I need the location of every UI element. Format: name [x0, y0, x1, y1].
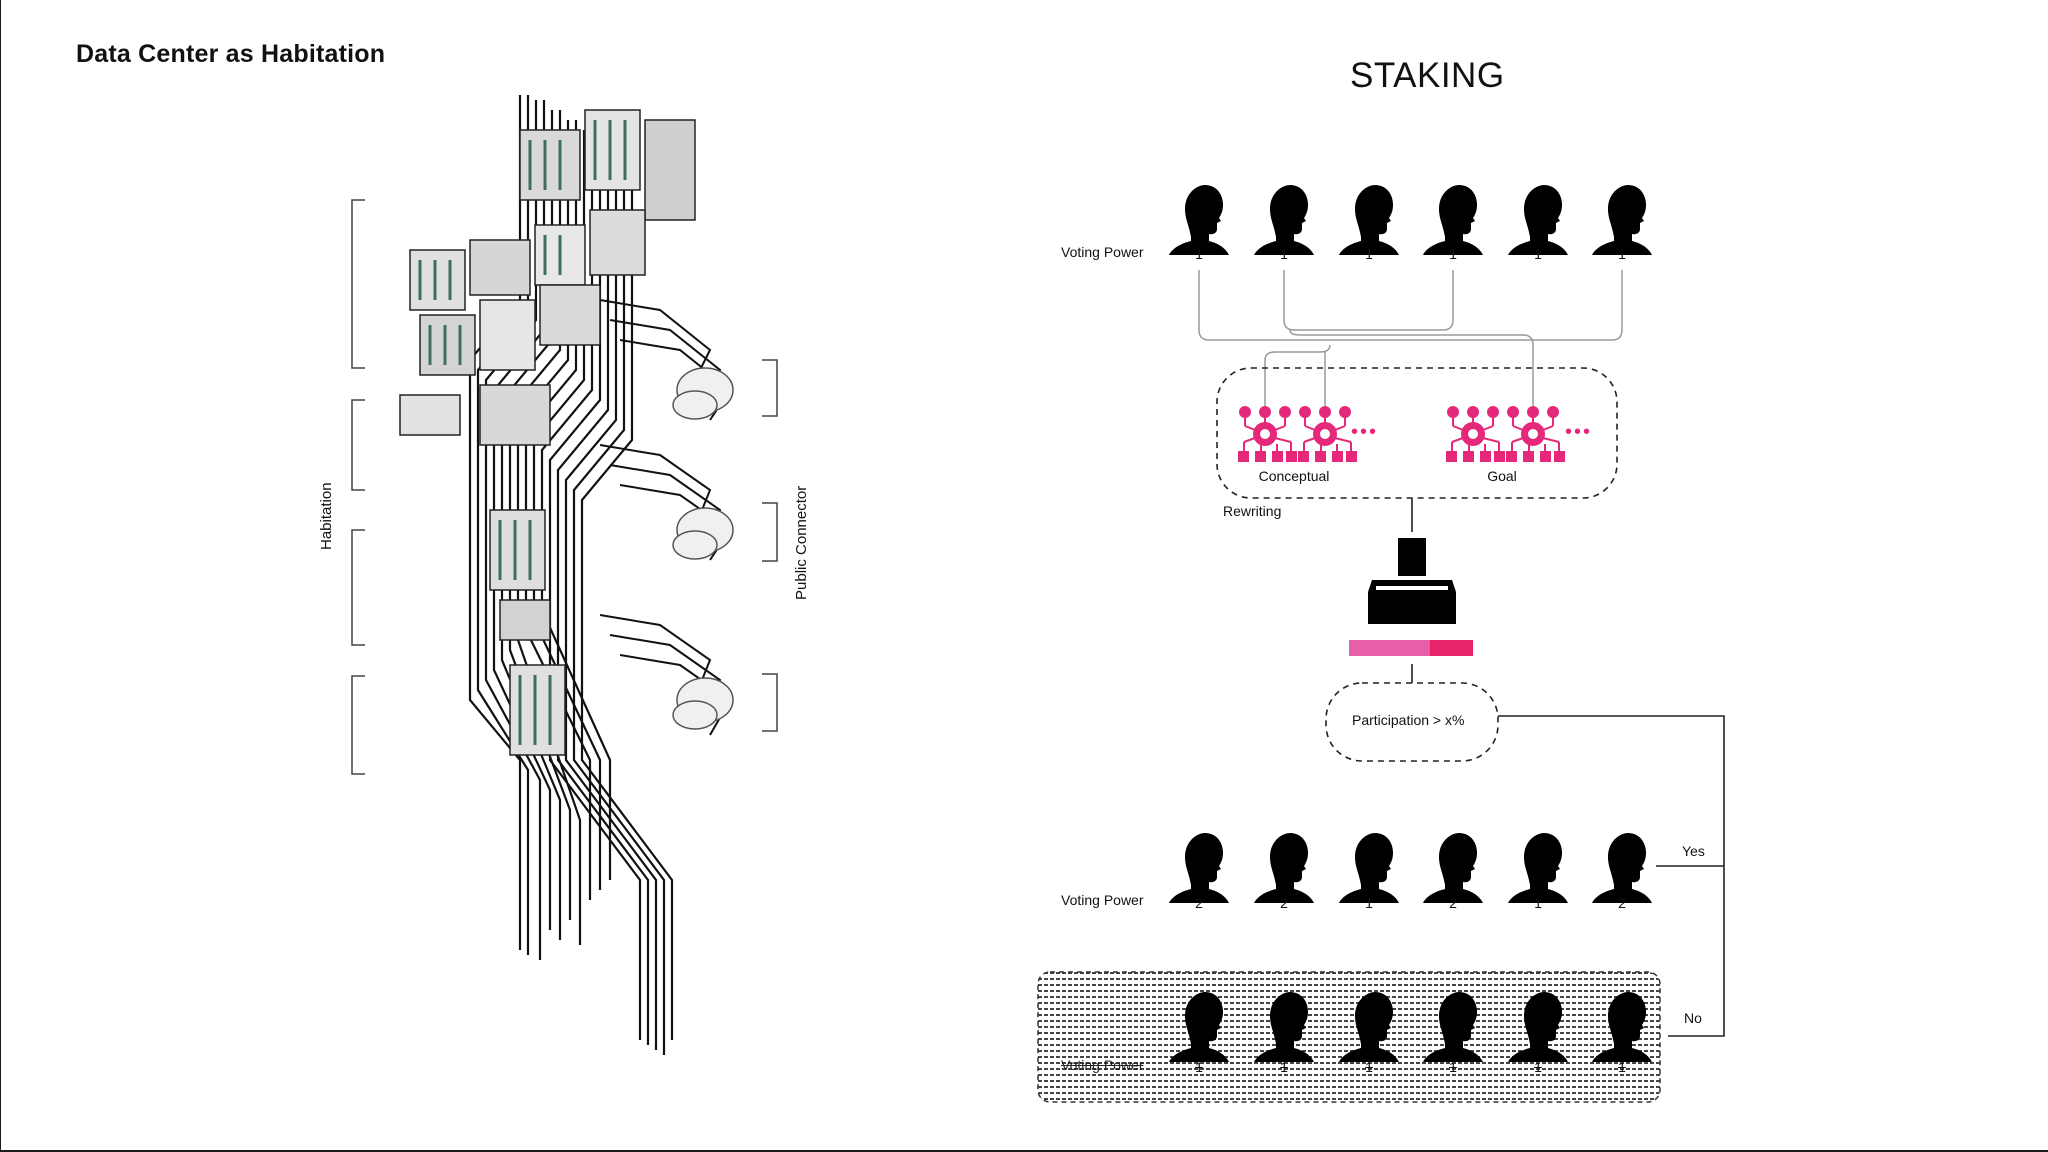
yes-voting-value-3: 1	[1365, 895, 1373, 911]
connector-to-goal	[1289, 329, 1534, 410]
conceptual-agent-icon-1	[1238, 406, 1297, 462]
participation-condition-box	[1325, 682, 1499, 762]
person-icon-top-3	[1339, 185, 1399, 255]
data-center-building-illustration	[351, 95, 778, 1055]
ballot-paper	[1398, 538, 1426, 576]
rejected-row-box	[1037, 971, 1661, 1103]
person-icon-yes-4	[1423, 833, 1483, 903]
ballot-slot	[1376, 586, 1448, 590]
connector-line-outer	[1198, 270, 1623, 341]
person-icon-yes-6	[1592, 833, 1652, 903]
goal-ellipsis: •••	[1565, 421, 1593, 443]
yes-voting-value-5: 1	[1534, 895, 1542, 911]
person-icon-yes-5	[1508, 833, 1568, 903]
person-icon-top-5	[1508, 185, 1568, 255]
no-voting-value-1: 1	[1195, 1059, 1203, 1075]
voting-power-label-yes: Voting Power	[1061, 892, 1144, 908]
rewriting-label: Rewriting	[1223, 503, 1282, 519]
module-green-stripes	[418, 120, 627, 745]
no-voting-value-6: 1	[1618, 1059, 1626, 1075]
yes-voting-value-4: 2	[1449, 895, 1457, 911]
yes-voting-value-1: 2	[1195, 895, 1203, 911]
building-brackets	[351, 199, 778, 775]
no-voting-value-4: 1	[1449, 1059, 1457, 1075]
goal-agent-label: Goal	[1487, 468, 1517, 484]
top-voting-value-2: 1	[1280, 246, 1288, 262]
yes-voting-value-6: 2	[1618, 895, 1626, 911]
participation-bar-filled	[1349, 640, 1430, 656]
top-voting-value-3: 1	[1365, 246, 1373, 262]
top-voting-value-1: 1	[1195, 246, 1203, 262]
ballot-box-icon	[1368, 580, 1456, 624]
person-icon-yes-2	[1254, 833, 1314, 903]
page-title: Data Center as Habitation	[76, 40, 386, 68]
yes-voting-value-2: 2	[1280, 895, 1288, 911]
conceptual-ellipsis: •••	[1351, 421, 1379, 443]
top-voting-value-5: 1	[1534, 246, 1542, 262]
voting-power-label-no: Voting Power	[1061, 1057, 1144, 1073]
no-voting-value-3: 1	[1365, 1059, 1373, 1075]
person-icon-top-4	[1423, 185, 1483, 255]
no-label: No	[1684, 1010, 1702, 1026]
conceptual-agent-label: Conceptual	[1258, 468, 1330, 484]
goal-agent-icon-2	[1506, 406, 1565, 462]
public-connector-pods	[672, 367, 734, 730]
rewriting-agents-box	[1216, 367, 1618, 499]
participation-label: Participation > x%	[1352, 712, 1465, 728]
person-icon-yes-3	[1339, 833, 1399, 903]
no-voting-value-5: 1	[1534, 1059, 1542, 1075]
top-voting-value-4: 1	[1449, 246, 1457, 262]
staking-title: STAKING	[1350, 56, 1505, 95]
participation-bar-remaining	[1429, 640, 1473, 656]
voting-power-label-top: Voting Power	[1061, 244, 1144, 260]
conceptual-agent-icon-2	[1298, 406, 1357, 462]
person-icon-top-2	[1254, 185, 1314, 255]
connector-line-inner	[1283, 270, 1454, 331]
person-icon-top-6	[1592, 185, 1652, 255]
connector-to-conceptual-1	[1264, 344, 1331, 410]
no-voting-value-2: 1	[1280, 1059, 1288, 1075]
person-icon-yes-1	[1169, 833, 1229, 903]
goal-agent-icon-1	[1446, 406, 1505, 462]
yes-label: Yes	[1682, 843, 1705, 859]
decision-line-no	[1498, 715, 1725, 1037]
top-voting-value-6: 1	[1618, 246, 1626, 262]
person-icon-top-1	[1169, 185, 1229, 255]
